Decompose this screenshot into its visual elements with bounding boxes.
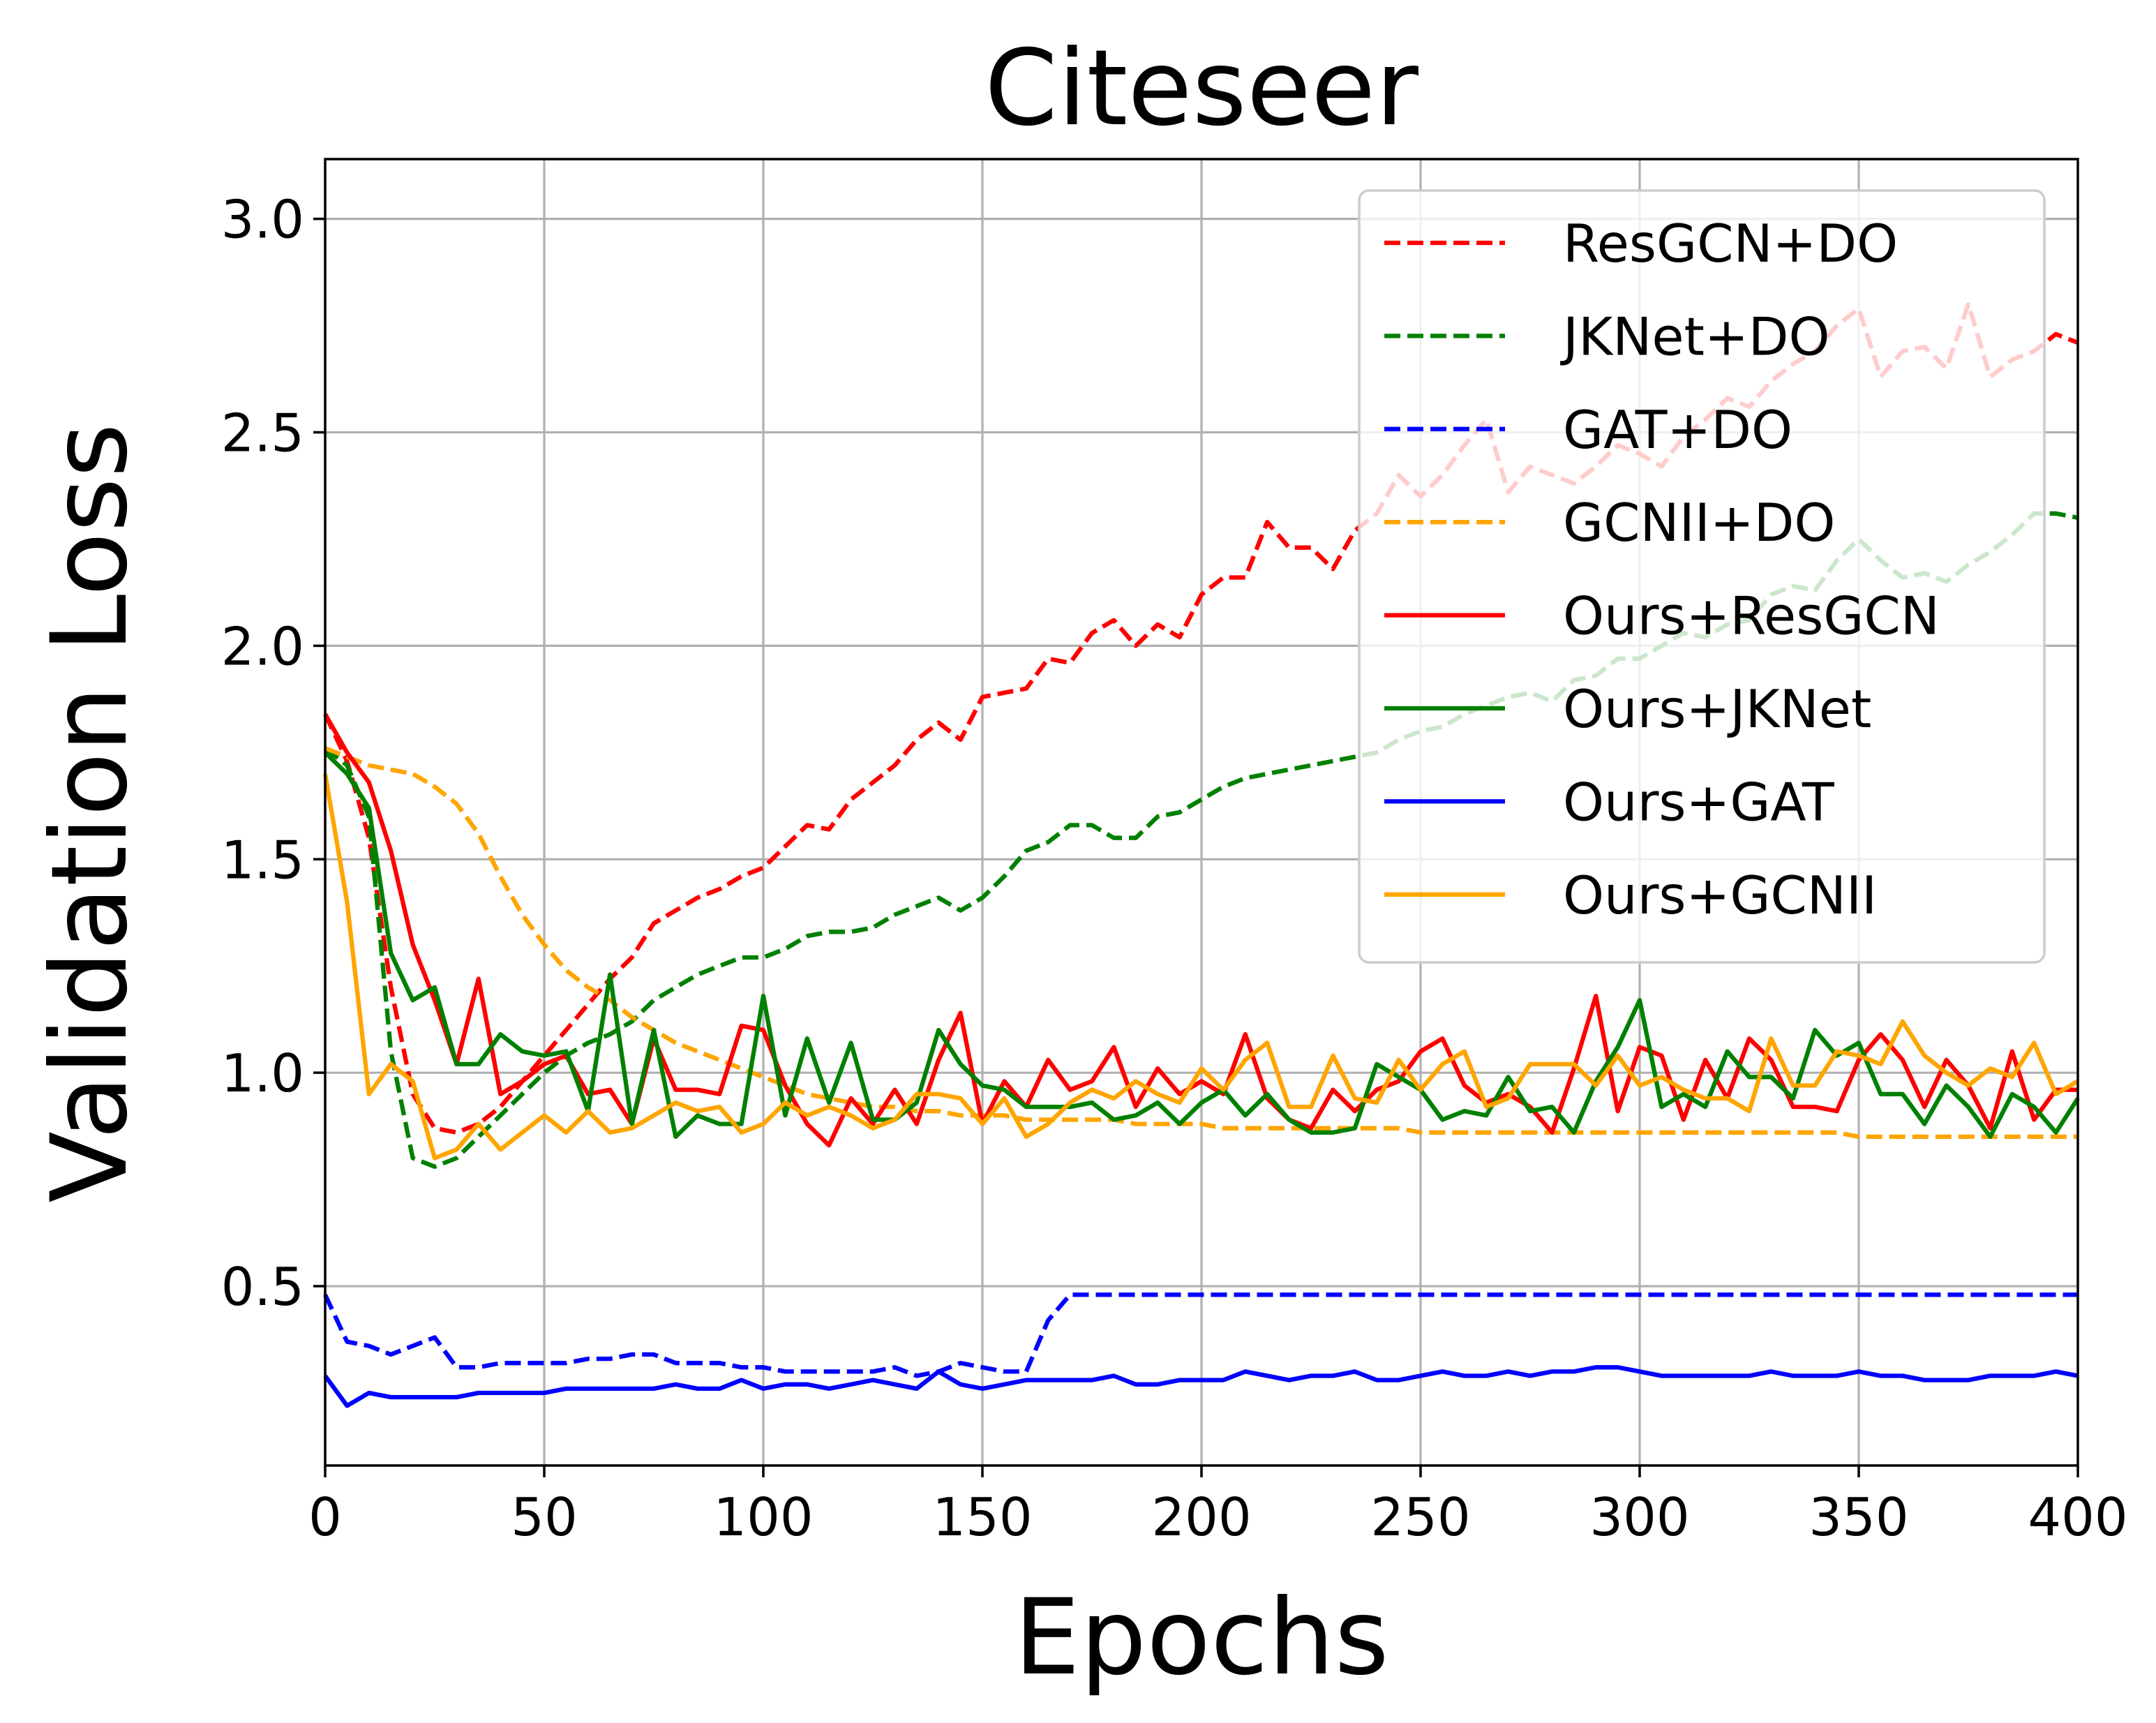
y-axis-label: Validation Loss bbox=[29, 423, 151, 1202]
x-tick-label: 0 bbox=[308, 1486, 342, 1548]
legend-label: Ours+GCNII bbox=[1563, 865, 1877, 926]
legend-label: ResGCN+DO bbox=[1563, 213, 1898, 274]
chart-title: Citeseer bbox=[985, 28, 1418, 149]
x-tick-label: 350 bbox=[1809, 1486, 1908, 1548]
legend-label: JKNet+DO bbox=[1560, 306, 1830, 367]
legend-label: Ours+GAT bbox=[1563, 771, 1835, 833]
legend-frame bbox=[1358, 189, 2046, 964]
legend: ResGCN+DO JKNet+DO GAT+DO GCNII+DO Ours+ResG… bbox=[1358, 189, 2046, 964]
series-line-gcnii-do bbox=[324, 746, 2078, 1140]
x-tick-label: 100 bbox=[713, 1486, 813, 1548]
x-tick-label: 400 bbox=[2028, 1486, 2127, 1548]
legend-label: GCNII+DO bbox=[1563, 492, 1835, 553]
x-tick-label: 50 bbox=[511, 1486, 577, 1548]
plot-series bbox=[322, 301, 2080, 1408]
y-tick-label: 1.0 bbox=[221, 1043, 304, 1104]
legend-label: GAT+DO bbox=[1563, 399, 1792, 461]
y-tick-label: 1.5 bbox=[221, 829, 304, 890]
legend-label: Ours+JKNet bbox=[1563, 678, 1871, 740]
series-line-resgcn-do bbox=[323, 301, 2079, 1135]
y-tick-label: 2.0 bbox=[221, 616, 304, 677]
x-tick-label: 150 bbox=[932, 1486, 1032, 1548]
x-axis-label: Epochs bbox=[1014, 1577, 1388, 1699]
x-tick-label: 300 bbox=[1589, 1486, 1689, 1548]
x-tick-label: 200 bbox=[1151, 1486, 1251, 1548]
series-line-ours-gcnii bbox=[322, 773, 2079, 1161]
series-line-gat-do bbox=[323, 1292, 2078, 1378]
legend-label: Ours+ResGCN bbox=[1563, 585, 1940, 647]
y-tick-label: 0.5 bbox=[221, 1256, 304, 1318]
y-tick-label: 2.5 bbox=[221, 403, 304, 464]
x-tick-label: 250 bbox=[1370, 1486, 1470, 1548]
series-line-ours-jknet bbox=[323, 751, 2080, 1140]
axis-ticks: 0 50 100 150 200 250 300 350 400 0.5 1.0 1.5 2.0 2.5 3… bbox=[221, 189, 2128, 1548]
series-line-ours-gat bbox=[323, 1365, 2079, 1408]
y-tick-label: 3.0 bbox=[221, 189, 304, 251]
